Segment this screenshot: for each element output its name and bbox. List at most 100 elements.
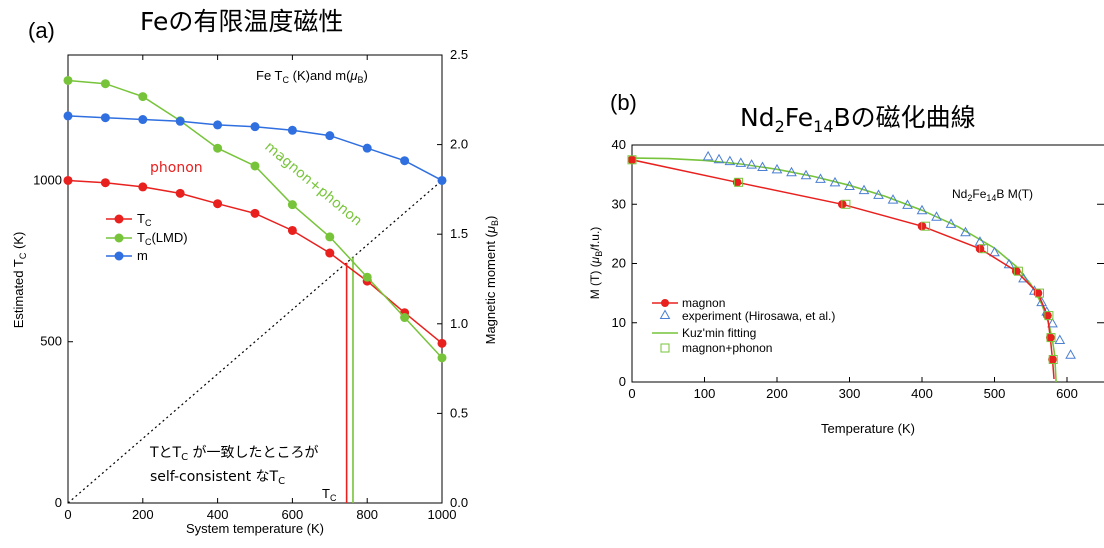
data-point-magnon-phonon [921,221,931,231]
y-tick-label-right-a: 0.5 [450,405,468,420]
t-equals-tc-line [67,180,443,504]
data-point-m [437,175,447,185]
data-point-m [400,156,410,166]
series-line-tc [67,179,443,344]
y-tick-label-b: 10 [612,315,626,330]
data-point-magnon [627,155,637,165]
x-tick-label-a: 600 [282,507,304,522]
data-point-magnon-phonon [1046,333,1056,343]
data-point-magnon-phonon [627,155,637,165]
data-point-tc [175,188,185,198]
data-point-experiment [757,161,768,171]
legend-item-tc-lmd: TC(LMD) [106,230,188,247]
data-point-experiment [902,199,913,209]
y-tick-label-left-a: 500 [40,334,62,349]
legend-a: TC TC(LMD) m [106,211,188,263]
svg-text:TC: TC [137,211,152,228]
legend-marker-tc-lmd [114,233,124,243]
data-point-tc-lmd [100,79,110,89]
y-tick-label-left-a: 0 [55,495,62,510]
data-point-tc-lmd [400,313,410,323]
data-point-tc-lmd [362,272,372,282]
series-group-b [627,150,1076,383]
data-point-m [250,122,260,132]
y-tick-label-right-a: 2.5 [450,47,468,62]
data-point-magnon-phonon [979,244,989,254]
x-tick-label-a: 200 [132,507,154,522]
inset-label-b: Nd2Fe14B M(T) [952,187,1033,203]
svg-text:Kuz'min fitting: Kuz'min fitting [682,326,756,340]
data-point-tc-lmd [63,75,73,85]
panel-a: (a) Feの有限温度磁性 Fe TC (K)and m(μB) System … [11,7,500,536]
data-point-tc [325,248,335,258]
svg-text:TC(LMD): TC(LMD) [137,230,188,247]
y-tick-label-left-a: 1000 [33,172,62,187]
y-axis-label-right-a: Magnetic moment (μB) [483,216,500,345]
chart-title-b: Nd2Fe14Bの磁化曲線 [740,103,976,136]
data-point-tc-lmd [325,232,335,242]
legend-marker-m [114,251,124,261]
data-point-tc [250,208,260,218]
data-point-experiment [1047,317,1058,328]
axis-ticks-a: 0 200 400 600 800 1000050010000.00.51.01.52.0… [33,47,468,522]
legend-b: magnon experiment (Hirosawa, et al.) Kuz… [652,296,835,355]
data-point-tc [437,338,447,348]
panel-b: (b) Nd2Fe14Bの磁化曲線 Nd2Fe14B M(T) Temperat… [588,90,1104,436]
data-point-tc [63,175,73,185]
svg-text:experiment (Hirosawa, et al.): experiment (Hirosawa, et al.) [682,309,835,323]
x-tick-label-b: 400 [911,386,933,401]
data-point-experiment [771,163,783,174]
data-point-experiment [945,218,957,228]
data-point-experiment [735,157,747,167]
data-point-tc [100,178,110,188]
x-tick-label-a: 0 [64,507,71,522]
axis-ticks-b: 0 100 200 300 400 500 600 0 10 20 30 40 [612,137,1104,401]
x-tick-label-b: 300 [839,386,861,401]
y-tick-label-right-a: 1.0 [450,316,468,331]
legend-item-magnon: magnon [652,296,725,310]
phonon-annotation: phonon [150,160,203,176]
panel-label-b: (b) [610,90,637,115]
tc-mark-label: TC [322,486,337,503]
x-tick-label-b: 0 [628,386,635,401]
y-tick-label-b: 40 [612,137,626,152]
consistency-note-line2: self-consistent なTC [150,469,285,487]
data-point-experiment [702,150,714,161]
data-point-m [362,143,372,153]
svg-text:magnon: magnon [682,296,725,310]
data-point-tc-lmd [287,200,297,210]
data-point-magnon-phonon [1048,355,1058,364]
panel-label-a: (a) [28,18,55,43]
y-tick-label-right-a: 2.0 [450,137,468,152]
y-axis-label-b: M (T) (μB/f.u.) [588,227,604,300]
series-group-a [63,75,447,363]
data-point-experiment [1018,272,1029,283]
chart-title-a: Feの有限温度磁性 [140,7,343,36]
legend-item-kuzmin: Kuz'min fitting [652,326,756,340]
consistency-note-line1: TとTC が一致したところが [149,445,319,463]
data-point-m [287,125,297,135]
data-point-experiment [989,246,1000,257]
x-tick-label-a: 800 [356,507,378,522]
legend-marker-tc [114,214,124,224]
x-tick-label-b: 100 [694,386,716,401]
data-point-experiment [844,180,855,190]
legend-marker-magnon [661,299,669,307]
data-point-experiment [858,184,870,195]
x-axis-label-a: System temperature (K) [186,521,324,536]
data-point-magnon [1048,355,1057,364]
x-tick-label-b: 600 [1056,386,1078,401]
data-point-experiment [800,169,812,180]
data-point-m [325,131,335,141]
legend-marker-magnon-phonon [660,343,670,353]
data-point-experiment [916,204,928,215]
x-tick-label-b: 200 [766,386,788,401]
data-point-experiment [931,211,942,221]
data-point-magnon-phonon [1035,288,1044,298]
data-point-m [100,113,110,123]
data-point-m [138,115,148,125]
data-point-magnon-phonon [841,199,851,209]
y-tick-label-b: 20 [612,256,626,271]
data-point-experiment [746,159,757,169]
